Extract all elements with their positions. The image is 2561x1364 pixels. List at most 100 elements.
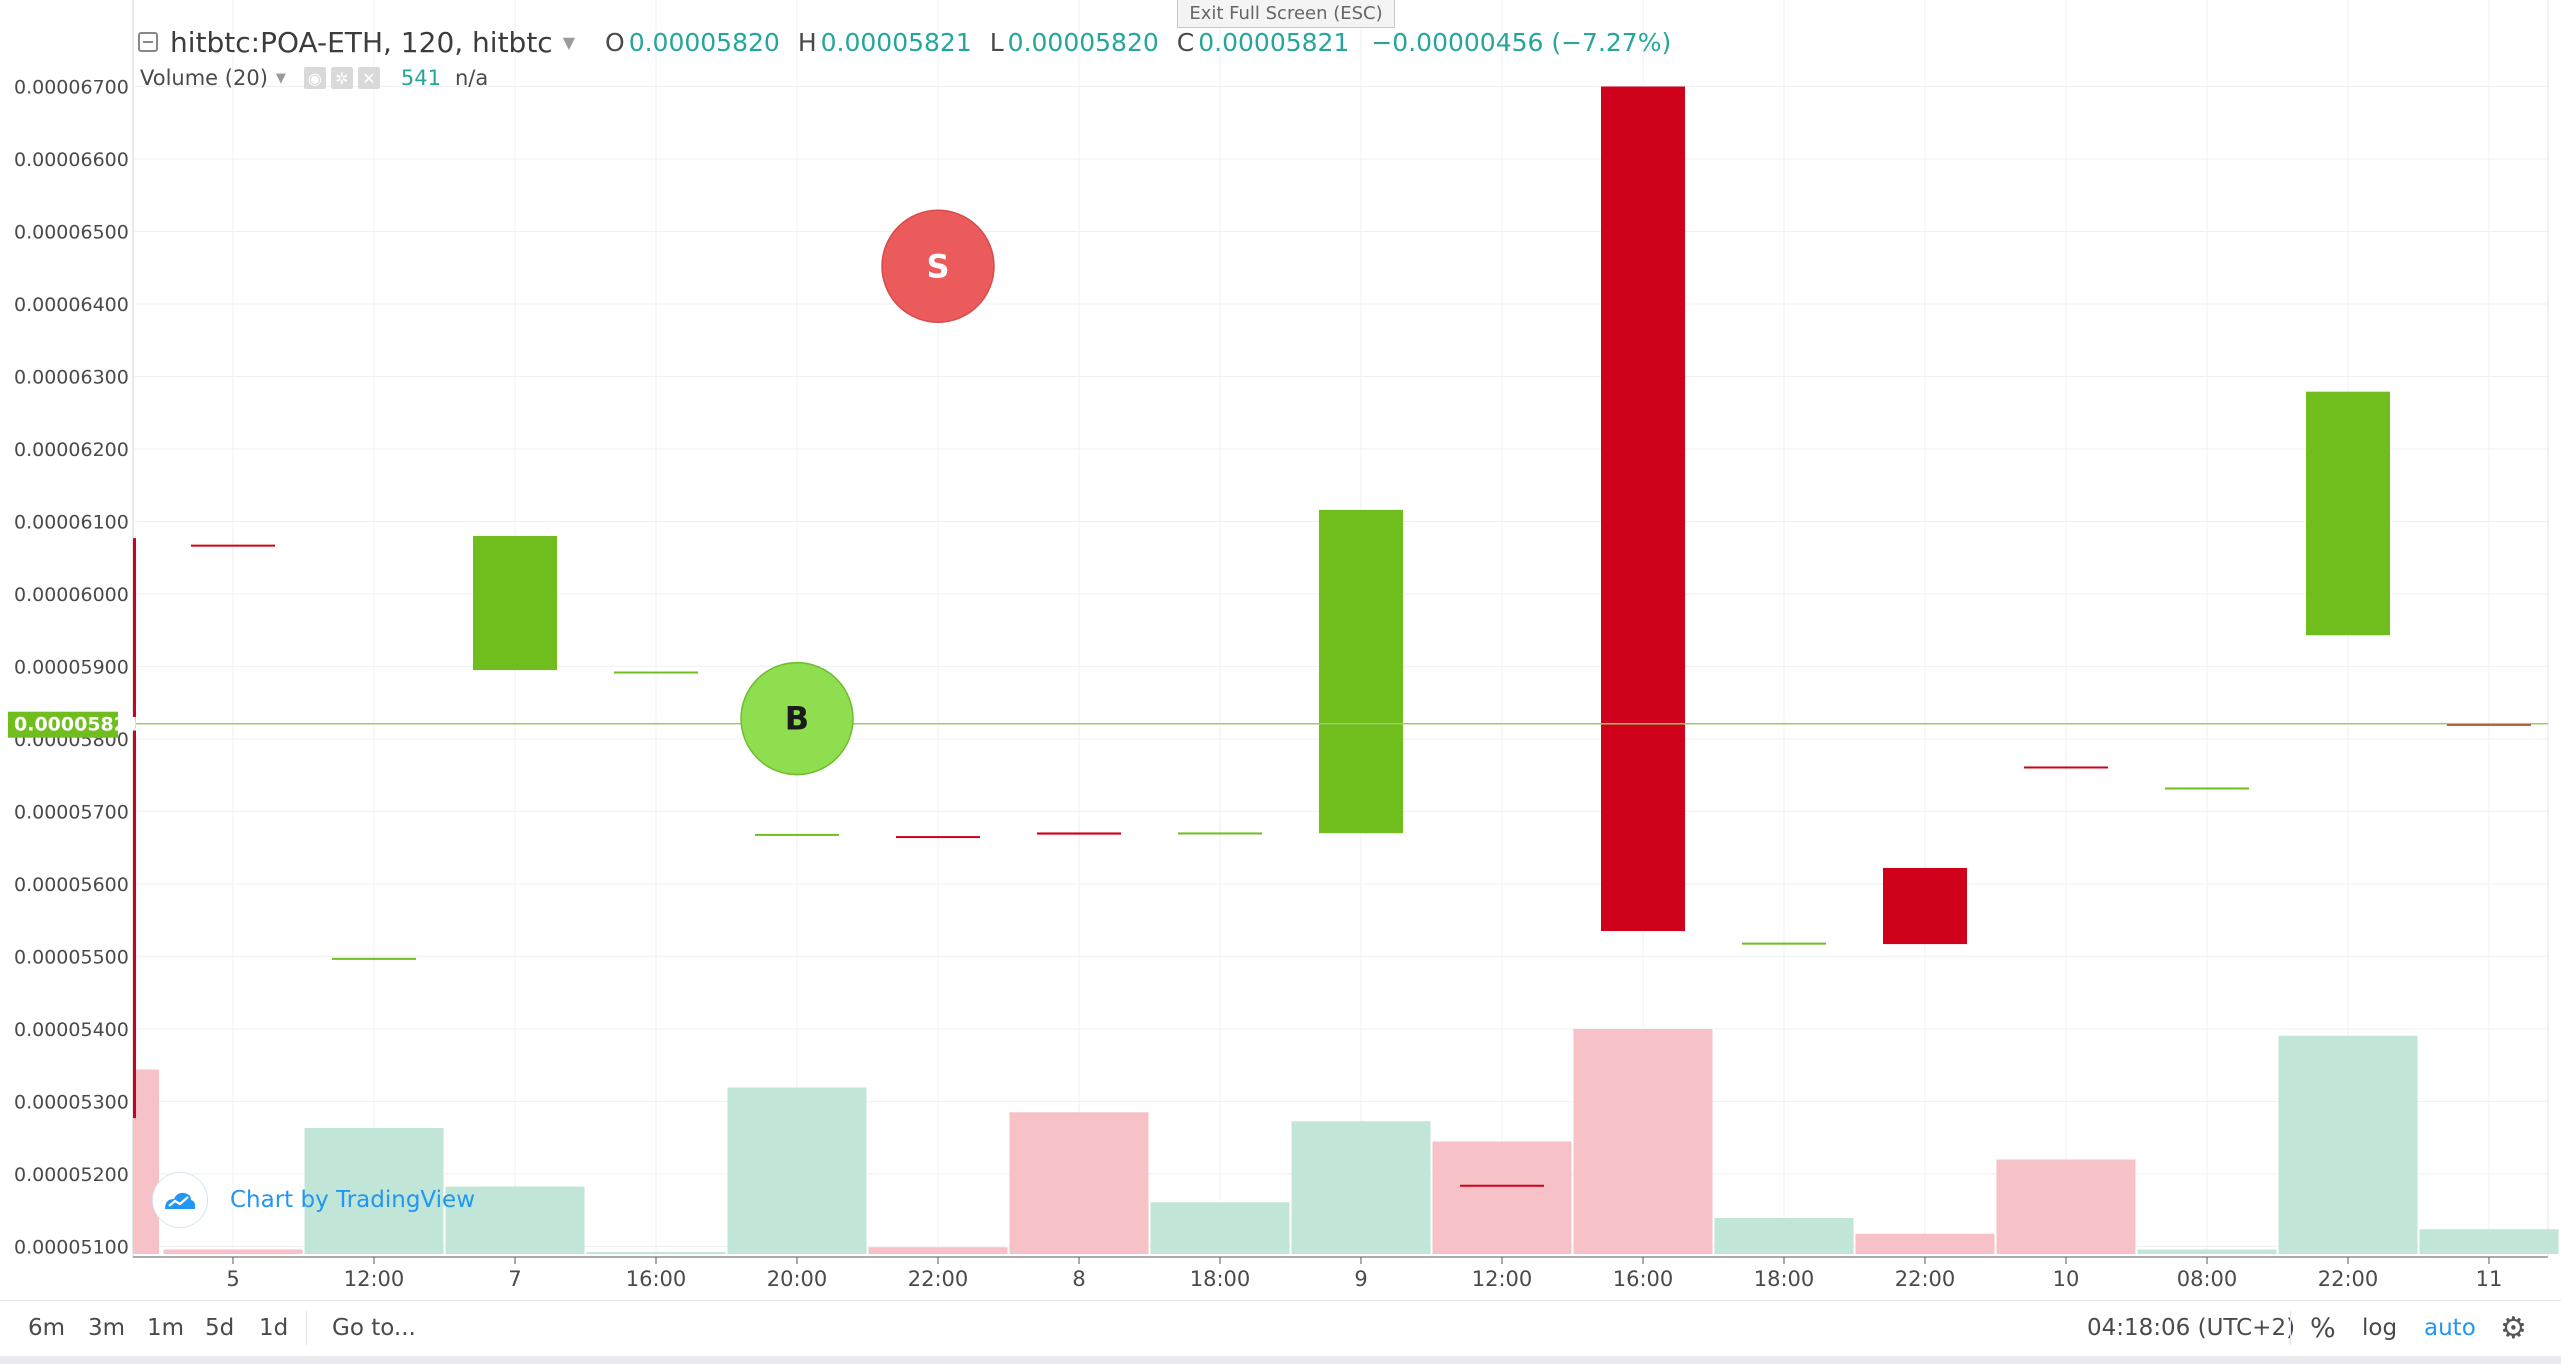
buy-marker[interactable] [740, 661, 854, 776]
volume-bar [2419, 1229, 2559, 1254]
candle-body [2024, 766, 2108, 769]
open-value: 0.00005820 [628, 27, 780, 57]
window-border [0, 1356, 2561, 1364]
time-tick-label: 10 [2053, 1267, 2080, 1291]
symbol-legend: hitbtc:POA-ETH, 120, hitbtc ▼ O 0.000058… [138, 24, 1671, 60]
candle-body [2306, 391, 2390, 636]
volume-bar [586, 1252, 726, 1254]
range-5d-button[interactable]: 5d [205, 1315, 235, 1341]
time-tick-label: 22:00 [1895, 1267, 1956, 1291]
time-tick-label: 5 [226, 1267, 239, 1291]
chevron-down-icon[interactable]: ▼ [275, 70, 286, 86]
price-tick-label: 0.00006200 [14, 439, 129, 461]
volume-bar [163, 1249, 303, 1254]
tradingview-logo-icon [152, 1172, 208, 1228]
volume-bar [133, 1069, 159, 1254]
volume-bar [304, 1128, 444, 1254]
volume-bar [445, 1186, 585, 1254]
time-tick-label: 22:00 [2318, 1267, 2379, 1291]
sell-marker-label: S [926, 247, 949, 285]
time-tick-label: 22:00 [908, 1267, 969, 1291]
price-tick-label: 0.00005600 [14, 874, 129, 896]
candle-body [332, 957, 416, 960]
price-tick-label: 0.00006400 [14, 294, 129, 316]
low-value: 0.00005820 [1007, 27, 1159, 57]
toolbar-divider [306, 1311, 307, 1345]
gear-icon[interactable]: ✲ [330, 67, 353, 89]
candle-body [1319, 509, 1403, 834]
price-tick-label: 0.00006000 [14, 584, 129, 606]
volume-bar [1150, 1202, 1290, 1254]
percent-scale-toggle[interactable]: % [2310, 1313, 2336, 1344]
volume-bar [1009, 1112, 1149, 1254]
minus-square-icon[interactable] [138, 32, 158, 52]
volume-bar [2137, 1249, 2277, 1254]
candle-body [473, 535, 557, 671]
toolbar-divider [2290, 1311, 2291, 1345]
volume-legend: Volume (20) ▼ ◉ ✲ ✕ 541 n/a [140, 64, 488, 92]
sell-marker[interactable] [881, 209, 995, 324]
log-scale-toggle[interactable]: log [2362, 1315, 2398, 1341]
close-label: C [1176, 27, 1195, 57]
time-tick-label: 12:00 [1472, 1267, 1533, 1291]
volume-indicator-label[interactable]: Volume (20) [140, 66, 268, 90]
symbol-title[interactable]: hitbtc:POA-ETH, 120, hitbtc [170, 25, 553, 59]
close-icon[interactable]: ✕ [357, 67, 380, 89]
price-tick-label: 0.00005900 [14, 656, 129, 678]
price-tick-label: 0.00006600 [14, 149, 129, 171]
time-tick-label: 12:00 [344, 1267, 405, 1291]
price-tick-label: 0.00006500 [14, 221, 129, 243]
volume-bar [1714, 1218, 1854, 1254]
candle-body [1883, 867, 1967, 945]
close-value: 0.00005821 [1198, 27, 1350, 57]
tradingview-watermark[interactable]: Chart by TradingView [152, 1172, 475, 1228]
time-tick-label: 18:00 [1754, 1267, 1815, 1291]
high-label: H [797, 27, 817, 57]
last-price-label: 0.00005821 [14, 714, 140, 736]
change-value: −0.00000456 (−7.27%) [1371, 27, 1672, 57]
time-tick-label: 20:00 [767, 1267, 828, 1291]
open-label: O [605, 27, 625, 57]
volume-bar [868, 1247, 1008, 1254]
volume-bar [1573, 1029, 1713, 1254]
candle-body [896, 836, 980, 839]
volume-bar [727, 1087, 867, 1254]
price-tick-label: 0.00006100 [14, 511, 129, 533]
price-tick-label: 0.00006300 [14, 366, 129, 388]
volume-ma-value: n/a [454, 66, 489, 90]
price-tick-label: 0.00005300 [14, 1091, 129, 1113]
goto-date-button[interactable]: Go to... [332, 1315, 416, 1341]
volume-bar [1432, 1141, 1572, 1254]
time-tick-label: 9 [1354, 1267, 1367, 1291]
gear-icon[interactable]: ⚙ [2500, 1311, 2527, 1346]
range-1d-button[interactable]: 1d [259, 1315, 289, 1341]
time-tick-label: 16:00 [626, 1267, 687, 1291]
price-tick-label: 0.00005200 [14, 1164, 129, 1186]
exit-fullscreen-button[interactable]: Exit Full Screen (ESC) [1177, 0, 1395, 28]
candle-body [191, 544, 275, 547]
watermark-text: Chart by TradingView [230, 1187, 476, 1213]
clock-timezone[interactable]: 04:18:06 (UTC+2) [2087, 1315, 2296, 1341]
price-tick-label: 0.00005400 [14, 1019, 129, 1041]
volume-bar [2278, 1035, 2418, 1254]
range-6m-button[interactable]: 6m [28, 1315, 66, 1341]
candle-body [1742, 942, 1826, 945]
time-tick-label: 18:00 [1190, 1267, 1251, 1291]
candle-body [614, 671, 698, 674]
candle-body [1178, 832, 1262, 835]
range-3m-button[interactable]: 3m [88, 1315, 126, 1341]
time-tick-label: 11 [2476, 1267, 2503, 1291]
auto-scale-toggle[interactable]: auto [2424, 1315, 2476, 1341]
volume-bar [1855, 1233, 1995, 1254]
chevron-down-icon[interactable]: ▼ [562, 32, 576, 52]
candle-body [1460, 1184, 1544, 1187]
buy-marker-label: B [785, 700, 809, 738]
price-chart[interactable]: 0.00006700 0.00006600 0.00006500 0.00006400… [0, 0, 2561, 1300]
eye-icon[interactable]: ◉ [303, 67, 326, 89]
volume-value: 541 [400, 66, 441, 90]
range-1m-button[interactable]: 1m [147, 1315, 185, 1341]
candle-body [1037, 832, 1121, 835]
price-tick-label: 0.00006700 [14, 76, 129, 98]
volume-bar [1291, 1121, 1431, 1254]
